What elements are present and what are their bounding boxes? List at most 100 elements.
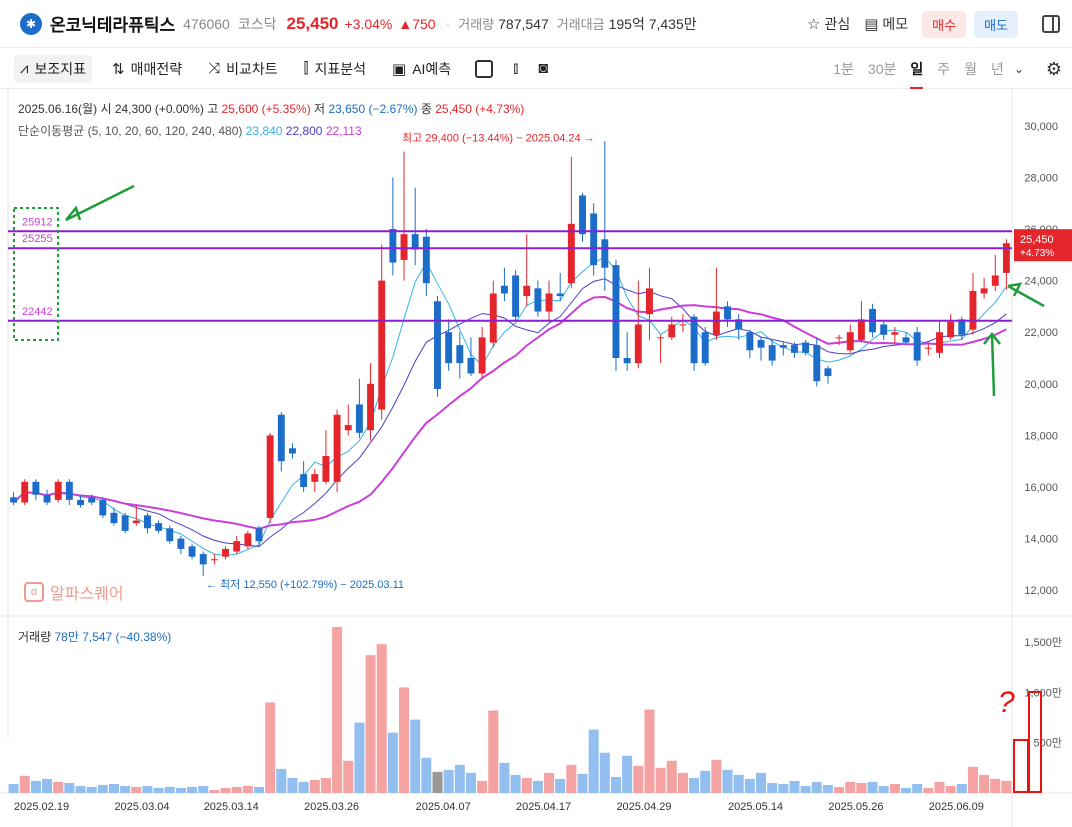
min-price-annotation: ← 최저 12,550 (+102.79%) − 2025.03.11 [206,578,404,591]
candle-body [958,319,966,335]
volume-bar [332,627,343,793]
period-week[interactable]: 주 [937,61,951,77]
volume-bar [209,789,220,793]
buy-button[interactable]: 매수 [922,10,967,38]
volume-bar [967,766,978,793]
green-arrow-head [983,331,1001,345]
chevron-down-icon[interactable]: ⌄ [1013,62,1024,76]
candle-body [210,559,218,561]
market-name: 코스닥 [237,15,277,32]
stock-header: ✱ 온코닉테라퓨틱스 476060 코스닥 25,450 +3.04% ▲750… [0,0,1072,48]
period-year[interactable]: 년 [991,61,1004,77]
volume-bar [588,729,599,793]
shuffle-icon: ⤨ [208,60,221,77]
volume-bar [108,783,119,793]
compare-button[interactable]: ⤨ 비교차트 [202,55,284,83]
volume-bar [677,772,688,793]
high-value: 25,600 (+5.35%) [221,102,311,116]
price-chart[interactable]: 30,00028,00026,00024,00022,00020,00018,0… [0,89,1072,827]
x-tick-label: 2025.02.19 [14,801,69,813]
current-price-tag [1014,229,1072,262]
alphasquare-logo-icon: α [24,582,44,602]
volume-bar [86,786,97,793]
candle-body [556,293,564,297]
layout-square-icon[interactable] [475,59,494,78]
memo-icon: ▤ [864,16,879,33]
green-arrow-head [65,205,82,221]
candle-body [233,541,241,552]
stock-code: 476060 [183,15,230,32]
x-tick-label: 2025.04.17 [516,801,571,813]
ma10-value: 22,800 [285,124,323,138]
candle-body [88,497,96,503]
volume-bar [990,778,1001,793]
side-panel-icon[interactable] [1042,15,1060,33]
candle-body [712,311,720,335]
volume-bar [633,765,644,793]
candle-body [735,319,743,330]
max-price-annotation: 최고 29,400 (−13.44%) − 2025.04.24 → [402,131,595,144]
indicators-label: 보조지표 [34,60,86,77]
period-1min[interactable]: 1분 [833,61,854,77]
candle-body [846,332,854,351]
volume-bar [610,776,621,793]
stock-name[interactable]: 온코닉테라퓨틱스 [50,16,176,35]
gear-icon[interactable]: ⚙ [1045,59,1062,79]
volume-bar [120,785,131,793]
candle-body [969,290,977,330]
candle-body [445,332,453,364]
strategy-button[interactable]: ⇅ 매매전략 [106,55,188,83]
close-value: 25,450 (+4.73%) [435,102,525,116]
period-day[interactable]: 일 [910,49,924,89]
low-value: 23,650 (−2.67%) [328,102,418,116]
candle-body [701,332,709,364]
period-30min[interactable]: 30분 [867,61,897,77]
y-tick-label: 30,000 [1024,121,1058,133]
dotted-box-annotation [13,207,59,341]
indicators-button[interactable]: ⩘ 보조지표 [14,54,92,83]
volume-bar [755,772,767,793]
camera-icon[interactable]: ◙ [538,59,548,77]
volume-bar [622,755,633,793]
updown-arrows-icon: ⇅ [112,60,125,78]
green-arrow-line [65,184,135,222]
volume-bar [744,778,755,793]
period-month[interactable]: 월 [964,61,978,77]
green-arrow-line [1007,284,1045,308]
candle-body [523,285,531,297]
volume-bar [365,655,376,793]
candle-body [54,481,62,500]
volume-bar [956,783,967,793]
header-separator: · [445,15,451,32]
star-icon: ☆ [806,16,821,33]
change-amount: ▲750 [398,15,436,32]
candle-body [467,358,475,374]
volume-bar [320,777,331,793]
x-tick-label: 2025.04.07 [416,801,471,813]
compare-label: 비교차트 [226,60,278,77]
volume-bar [934,781,945,793]
candle-type-icon[interactable]: ⫾ [513,59,519,77]
volume-bar [432,771,443,793]
volume-bar [220,787,231,793]
volume-bar [142,785,153,793]
hline-value-label: 25255 [22,233,53,245]
volume-bar [465,772,476,793]
watch-button[interactable]: ☆ 관심 [807,14,850,34]
volume-bar [75,785,86,793]
x-tick-label: 2025.03.14 [204,801,259,813]
memo-button[interactable]: ▤ 메모 [864,14,908,34]
volume-bar [555,778,566,793]
green-arrow-line [990,333,996,397]
indicator-icon: ⩘ [20,60,29,77]
change-percent: +3.04% [344,15,393,32]
red-question-mark-annotation: ? [998,686,1015,719]
sell-button[interactable]: 매도 [974,10,1018,38]
candle-body [768,345,776,361]
volume-value: 787,547 [498,15,549,32]
candle-body [277,414,285,462]
analysis-button[interactable]: ⫿ 지표분석 [298,55,372,83]
ai-predict-button[interactable]: ▣ AI예측 [386,55,457,83]
vol-tick-label: 500만 [1034,737,1062,750]
candle-body [924,347,932,349]
